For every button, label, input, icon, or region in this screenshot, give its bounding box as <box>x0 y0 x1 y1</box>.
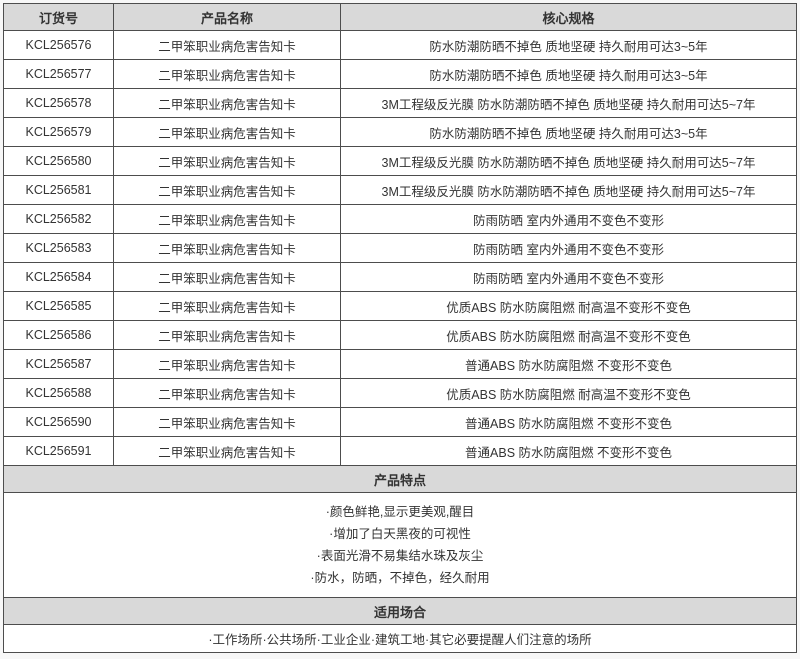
table-row: KCL256586 二甲笨职业病危害告知卡 优质ABS 防水防腐阻燃 耐高温不变形不… <box>3 320 797 350</box>
table-sections: 产品特点 ·颜色鲜艳,显示更美观,醒目 ·增加了白天黑夜的可视性 ·表面光滑不易集结… <box>3 465 797 653</box>
order-no-cell: KCL256587 <box>3 349 114 379</box>
table-row: KCL256587 二甲笨职业病危害告知卡 普通ABS 防水防腐阻燃 不变形不变色 <box>3 349 797 379</box>
product-name-cell: 二甲笨职业病危害告知卡 <box>113 204 341 234</box>
spec-cell: 防水防潮防晒不掉色 质地坚硬 持久耐用可达3~5年 <box>340 59 797 89</box>
order-no-cell: KCL256583 <box>3 233 114 263</box>
table-row: KCL256578 二甲笨职业病危害告知卡 3M工程级反光膜 防水防潮防晒不掉色 质… <box>3 88 797 118</box>
spec-cell: 普通ABS 防水防腐阻燃 不变形不变色 <box>340 349 797 379</box>
product-name-cell: 二甲笨职业病危害告知卡 <box>113 436 341 466</box>
feature-item: ·增加了白天黑夜的可视性 <box>329 527 471 541</box>
product-name-cell: 二甲笨职业病危害告知卡 <box>113 349 341 379</box>
table-row: KCL256576 二甲笨职业病危害告知卡 防水防潮防晒不掉色 质地坚硬 持久耐用可… <box>3 30 797 60</box>
features-content-row: ·颜色鲜艳,显示更美观,醒目 ·增加了白天黑夜的可视性 ·表面光滑不易集结水珠及灰尘… <box>3 492 797 598</box>
column-header-order-no: 订货号 <box>3 3 114 31</box>
table-row: KCL256590 二甲笨职业病危害告知卡 普通ABS 防水防腐阻燃 不变形不变色 <box>3 407 797 437</box>
product-name-cell: 二甲笨职业病危害告知卡 <box>113 175 341 205</box>
product-name-cell: 二甲笨职业病危害告知卡 <box>113 146 341 176</box>
table-row: KCL256591 二甲笨职业病危害告知卡 普通ABS 防水防腐阻燃 不变形不变色 <box>3 436 797 466</box>
feature-item: ·颜色鲜艳,显示更美观,醒目 <box>325 505 475 519</box>
features-list: ·颜色鲜艳,显示更美观,醒目 ·增加了白天黑夜的可视性 ·表面光滑不易集结水珠及灰尘… <box>3 492 797 598</box>
features-header: 产品特点 <box>3 465 797 493</box>
table-row: KCL256582 二甲笨职业病危害告知卡 防雨防晒 室内外通用不变色不变形 <box>3 204 797 234</box>
table-header: 订货号 产品名称 核心规格 <box>3 3 797 31</box>
product-name-cell: 二甲笨职业病危害告知卡 <box>113 88 341 118</box>
spec-cell: 优质ABS 防水防腐阻燃 耐高温不变形不变色 <box>340 378 797 408</box>
usage-content-row: ·工作场所·公共场所·工业企业·建筑工地·其它必要提醒人们注意的场所 <box>3 624 797 653</box>
order-no-cell: KCL256584 <box>3 262 114 292</box>
table-row: KCL256583 二甲笨职业病危害告知卡 防雨防晒 室内外通用不变色不变形 <box>3 233 797 263</box>
order-no-cell: KCL256590 <box>3 407 114 437</box>
order-no-cell: KCL256591 <box>3 436 114 466</box>
spec-cell: 防水防潮防晒不掉色 质地坚硬 持久耐用可达3~5年 <box>340 30 797 60</box>
product-name-cell: 二甲笨职业病危害告知卡 <box>113 233 341 263</box>
column-header-core-spec: 核心规格 <box>340 3 797 31</box>
product-name-cell: 二甲笨职业病危害告知卡 <box>113 117 341 147</box>
product-name-cell: 二甲笨职业病危害告知卡 <box>113 291 341 321</box>
product-name-cell: 二甲笨职业病危害告知卡 <box>113 30 341 60</box>
product-spec-table: 订货号 产品名称 核心规格 KCL256576 二甲笨职业病危害告知卡 防水防潮防晒… <box>3 3 797 653</box>
spec-cell: 3M工程级反光膜 防水防潮防晒不掉色 质地坚硬 持久耐用可达5~7年 <box>340 88 797 118</box>
spec-cell: 优质ABS 防水防腐阻燃 耐高温不变形不变色 <box>340 320 797 350</box>
header-row: 订货号 产品名称 核心规格 <box>3 3 797 31</box>
spec-cell: 优质ABS 防水防腐阻燃 耐高温不变形不变色 <box>340 291 797 321</box>
product-name-cell: 二甲笨职业病危害告知卡 <box>113 378 341 408</box>
table-row: KCL256579 二甲笨职业病危害告知卡 防水防潮防晒不掉色 质地坚硬 持久耐用可… <box>3 117 797 147</box>
order-no-cell: KCL256581 <box>3 175 114 205</box>
table-body: KCL256576 二甲笨职业病危害告知卡 防水防潮防晒不掉色 质地坚硬 持久耐用可… <box>3 30 797 466</box>
feature-item: ·防水，防晒，不掉色，经久耐用 <box>310 571 490 585</box>
order-no-cell: KCL256585 <box>3 291 114 321</box>
spec-cell: 3M工程级反光膜 防水防潮防晒不掉色 质地坚硬 持久耐用可达5~7年 <box>340 175 797 205</box>
order-no-cell: KCL256582 <box>3 204 114 234</box>
table-row: KCL256577 二甲笨职业病危害告知卡 防水防潮防晒不掉色 质地坚硬 持久耐用可… <box>3 59 797 89</box>
product-name-cell: 二甲笨职业病危害告知卡 <box>113 320 341 350</box>
spec-cell: 普通ABS 防水防腐阻燃 不变形不变色 <box>340 407 797 437</box>
table-row: KCL256588 二甲笨职业病危害告知卡 优质ABS 防水防腐阻燃 耐高温不变形不… <box>3 378 797 408</box>
spec-cell: 防雨防晒 室内外通用不变色不变形 <box>340 204 797 234</box>
product-name-cell: 二甲笨职业病危害告知卡 <box>113 59 341 89</box>
feature-item: ·表面光滑不易集结水珠及灰尘 <box>316 549 484 563</box>
table-row: KCL256581 二甲笨职业病危害告知卡 3M工程级反光膜 防水防潮防晒不掉色 质… <box>3 175 797 205</box>
usage-header-row: 适用场合 <box>3 597 797 625</box>
order-no-cell: KCL256577 <box>3 59 114 89</box>
spec-cell: 防雨防晒 室内外通用不变色不变形 <box>340 233 797 263</box>
usage-content: ·工作场所·公共场所·工业企业·建筑工地·其它必要提醒人们注意的场所 <box>3 624 797 653</box>
spec-cell: 3M工程级反光膜 防水防潮防晒不掉色 质地坚硬 持久耐用可达5~7年 <box>340 146 797 176</box>
order-no-cell: KCL256576 <box>3 30 114 60</box>
usage-header: 适用场合 <box>3 597 797 625</box>
table-row: KCL256584 二甲笨职业病危害告知卡 防雨防晒 室内外通用不变色不变形 <box>3 262 797 292</box>
order-no-cell: KCL256578 <box>3 88 114 118</box>
order-no-cell: KCL256579 <box>3 117 114 147</box>
product-name-cell: 二甲笨职业病危害告知卡 <box>113 262 341 292</box>
order-no-cell: KCL256588 <box>3 378 114 408</box>
table-row: KCL256580 二甲笨职业病危害告知卡 3M工程级反光膜 防水防潮防晒不掉色 质… <box>3 146 797 176</box>
order-no-cell: KCL256580 <box>3 146 114 176</box>
spec-cell: 防雨防晒 室内外通用不变色不变形 <box>340 262 797 292</box>
product-name-cell: 二甲笨职业病危害告知卡 <box>113 407 341 437</box>
order-no-cell: KCL256586 <box>3 320 114 350</box>
features-header-row: 产品特点 <box>3 465 797 493</box>
table-row: KCL256585 二甲笨职业病危害告知卡 优质ABS 防水防腐阻燃 耐高温不变形不… <box>3 291 797 321</box>
spec-cell: 普通ABS 防水防腐阻燃 不变形不变色 <box>340 436 797 466</box>
spec-cell: 防水防潮防晒不掉色 质地坚硬 持久耐用可达3~5年 <box>340 117 797 147</box>
column-header-product-name: 产品名称 <box>113 3 341 31</box>
